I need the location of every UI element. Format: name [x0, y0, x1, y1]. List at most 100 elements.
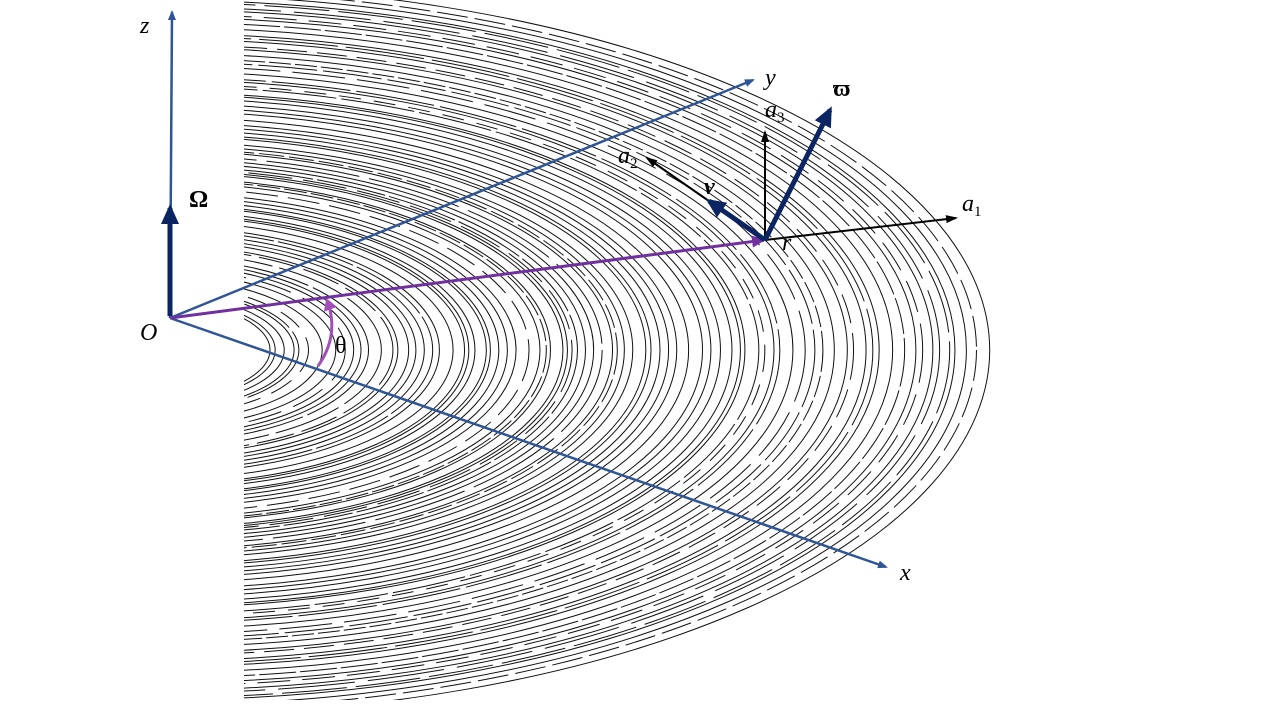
- v-vector: [705, 198, 767, 243]
- ring: [244, 73, 794, 627]
- ring: [244, 253, 394, 447]
- ring: [244, 176, 564, 524]
- x-axis: [169, 316, 888, 569]
- ring: [244, 314, 276, 386]
- ring: [244, 109, 712, 591]
- label-z: z: [139, 13, 150, 39]
- ring: [244, 303, 295, 397]
- ring: [244, 38, 874, 662]
- ring: [244, 232, 440, 468]
- ring: [244, 239, 425, 461]
- ring: [244, 148, 625, 552]
- ring: [244, 181, 551, 519]
- ring: [244, 191, 530, 509]
- ring: [244, 55, 835, 645]
- ring: [244, 309, 285, 391]
- label-a1-base: a: [962, 191, 974, 217]
- theta-arc: [316, 298, 338, 367]
- label-x: x: [899, 560, 911, 586]
- ring: [244, 259, 382, 441]
- label-y: y: [763, 65, 776, 91]
- ring: [244, 183, 547, 517]
- y-axis: [169, 78, 755, 320]
- ring: [244, 8, 940, 692]
- label-a2: a2: [618, 143, 638, 172]
- ring: [244, 63, 816, 637]
- label-a2-sub: 2: [630, 156, 638, 172]
- ring: [244, 128, 669, 572]
- ring: [244, 136, 652, 564]
- ring: [244, 169, 578, 531]
- r-vector: [169, 235, 766, 320]
- label-a1: a1: [962, 191, 982, 220]
- ring: [244, 225, 454, 475]
- ring: [244, 197, 517, 503]
- ring: [244, 318, 271, 382]
- ring: [244, 125, 678, 575]
- label-r: r: [782, 230, 792, 256]
- ring: [244, 119, 689, 581]
- ring: [244, 220, 465, 480]
- ring: [244, 281, 337, 419]
- label-a2-base: a: [618, 143, 630, 169]
- label-a3-base: a: [765, 97, 777, 123]
- ring: [244, 210, 487, 490]
- ring: [244, 208, 491, 492]
- ring: [244, 68, 806, 632]
- ring: [244, 138, 647, 562]
- ring: [244, 81, 775, 619]
- label-a3-sub: 3: [777, 110, 785, 126]
- ring: [244, 41, 867, 659]
- ring: [244, 172, 573, 528]
- ring: [244, 276, 346, 424]
- ring: [244, 151, 618, 549]
- ring: [244, 251, 399, 449]
- ring: [244, 174, 568, 526]
- ring: [244, 24, 905, 676]
- ring: [244, 201, 508, 499]
- ring: [244, 158, 603, 542]
- ring: [244, 35, 880, 665]
- ring: [244, 166, 586, 534]
- label-Omega: Ω: [189, 187, 208, 213]
- ring: [244, 132, 661, 568]
- ring: [244, 162, 595, 538]
- ring: [244, 218, 470, 482]
- ring: [244, 88, 760, 612]
- ring: [244, 94, 746, 606]
- ring: [244, 269, 362, 431]
- label-a3: a3: [765, 97, 785, 126]
- ring: [244, 235, 434, 465]
- ring: [244, 288, 323, 412]
- ring: [244, 153, 613, 547]
- ring: [283, 0, 967, 700]
- label-omega-bar: ϖ: [833, 76, 851, 102]
- ring: [339, 0, 977, 700]
- ring: [244, 11, 934, 689]
- rings: [244, 0, 990, 700]
- ring: [244, 113, 703, 587]
- ring: [244, 295, 309, 405]
- ring: [244, 186, 541, 514]
- label-a1-sub: 1: [974, 204, 982, 220]
- ring: [244, 19, 917, 681]
- ring: [244, 16, 923, 684]
- ring: [244, 96, 741, 604]
- label-origin: O: [140, 320, 157, 346]
- ring: [244, 265, 369, 435]
- ring: [244, 49, 848, 651]
- omega-bar-vector: [762, 106, 833, 242]
- ring: [244, 243, 417, 457]
- ring: [244, 29, 893, 671]
- ring: [244, 1, 956, 699]
- ring: [244, 215, 476, 485]
- ring: [244, 246, 410, 454]
- ring: [391, 0, 990, 700]
- ring: [244, 4, 950, 696]
- ring: [244, 105, 721, 595]
- ring: [244, 60, 824, 640]
- a1-axis: [764, 215, 958, 241]
- ring: [244, 79, 781, 621]
- label-v: v: [704, 174, 715, 200]
- ring: [244, 300, 300, 400]
